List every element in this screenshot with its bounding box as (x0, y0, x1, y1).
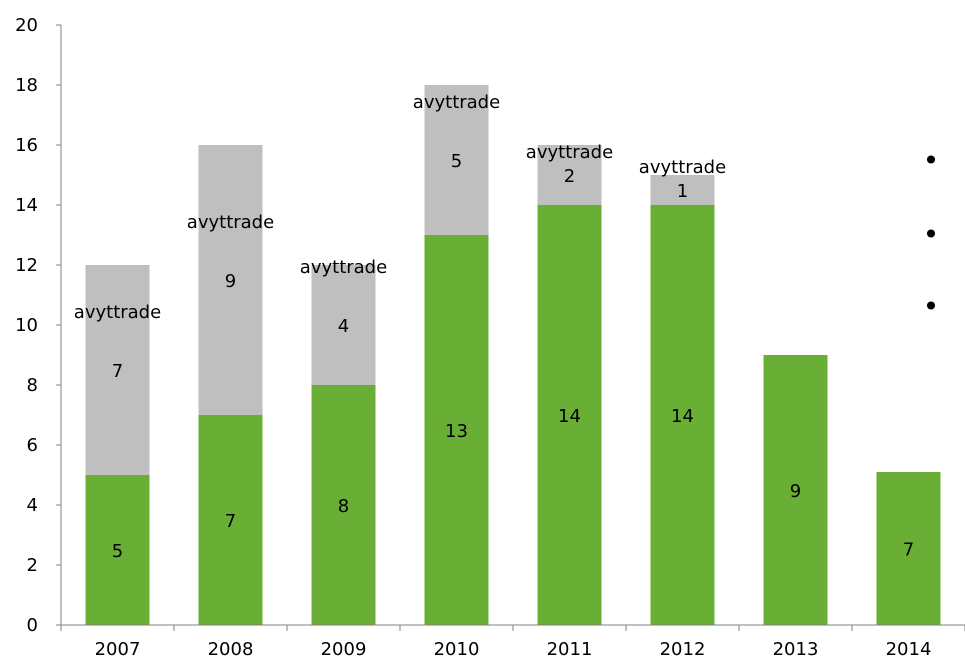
data-label: 7 (112, 361, 123, 382)
x-tick-label: 2012 (660, 639, 706, 660)
data-label: 4 (338, 316, 349, 337)
bar-segment (424, 235, 489, 625)
y-tick-label: 4 (27, 495, 38, 516)
annotation-label: avyttrade (413, 92, 500, 113)
bullet-point: • (923, 290, 940, 323)
x-tick-label: 2007 (95, 639, 141, 660)
x-tick-label: 2010 (434, 639, 480, 660)
data-label: 7 (903, 540, 914, 561)
y-tick-label: 10 (15, 315, 38, 336)
data-label: 2 (564, 166, 575, 187)
bullet-point: • (923, 144, 940, 177)
data-label: 8 (338, 496, 349, 517)
bullet-list: • • • (923, 144, 940, 323)
y-tick-label: 20 (15, 15, 38, 36)
y-tick-label: 14 (15, 195, 38, 216)
annotation-label: avyttrade (187, 212, 274, 233)
bar-segment (311, 385, 376, 625)
bar-segment (650, 205, 715, 625)
y-tick-label: 8 (27, 375, 38, 396)
annotation-label: avyttrade (300, 257, 387, 278)
bullet-point: • (923, 218, 940, 251)
y-tick-label: 16 (15, 135, 38, 156)
data-label: 9 (790, 481, 801, 502)
y-tick-label: 18 (15, 75, 38, 96)
data-label: 14 (671, 406, 694, 427)
y-tick-label: 0 (27, 615, 38, 636)
data-label: 9 (225, 271, 236, 292)
bar-segment (537, 205, 602, 625)
bar-segment (85, 265, 150, 475)
bar-segment (311, 265, 376, 385)
bar-segment (198, 145, 263, 415)
x-tick-label: 2008 (208, 639, 254, 660)
data-label: 13 (445, 421, 468, 442)
bar-segment (537, 145, 602, 205)
bar-segment (198, 415, 263, 625)
bar-segment (763, 355, 828, 625)
x-tick-label: 2014 (886, 639, 932, 660)
data-label: 14 (558, 406, 581, 427)
data-label: 7 (225, 511, 236, 532)
data-labels: 5 7 8 13 14 14 9 7 7 avyttrade 9 avyttrade 4 avyttrad… (74, 92, 914, 562)
bar-segment (876, 472, 941, 625)
annotation-label: avyttrade (639, 157, 726, 178)
bar-segment (650, 175, 715, 205)
x-tick-label: 2011 (547, 639, 593, 660)
y-tick-label: 12 (15, 255, 38, 276)
x-tick-label: 2013 (773, 639, 819, 660)
data-label: 5 (451, 151, 462, 172)
data-label: 1 (677, 181, 688, 202)
bars (85, 85, 941, 625)
data-label: 5 (112, 541, 123, 562)
bar-segment (85, 475, 150, 625)
y-tick-label: 6 (27, 435, 38, 456)
annotation-label: avyttrade (74, 302, 161, 323)
annotation-label: avyttrade (526, 142, 613, 163)
x-tick-label: 2009 (321, 639, 367, 660)
bar-segment (424, 85, 489, 235)
y-tick-label: 2 (27, 555, 38, 576)
